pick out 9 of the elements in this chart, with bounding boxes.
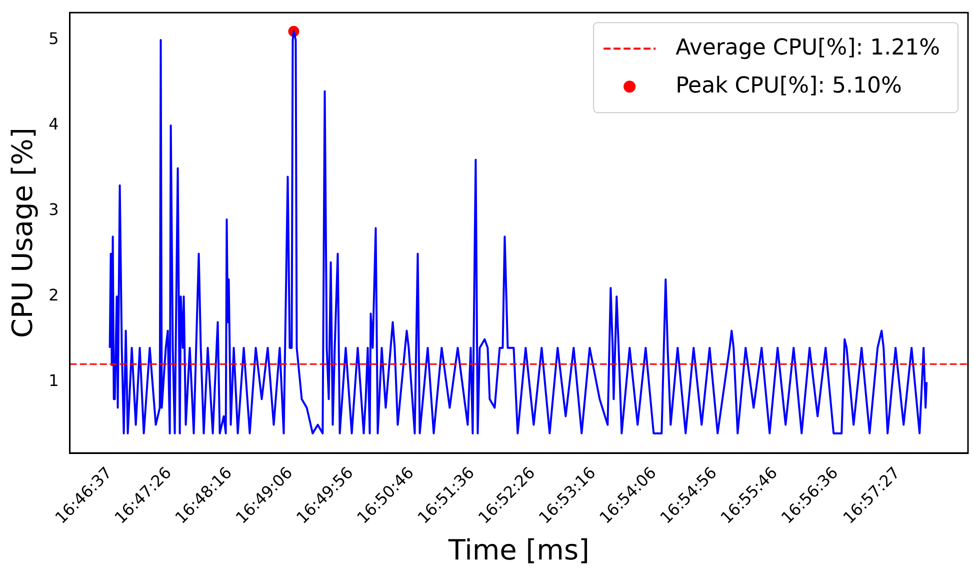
legend-label: Peak CPU[%]: 5.10% [676, 73, 902, 98]
x-axis-title: Time [ms] [447, 533, 590, 566]
y-tick-label: 1 [48, 371, 59, 390]
y-tick-label: 4 [48, 114, 59, 134]
y-tick-label: 5 [48, 29, 59, 48]
legend-label: Average CPU[%]: 1.21% [676, 35, 940, 60]
y-tick-label: 2 [48, 286, 59, 305]
y-tick-label: 3 [48, 200, 59, 220]
y-axis-title: CPU Usage [%] [6, 128, 40, 338]
